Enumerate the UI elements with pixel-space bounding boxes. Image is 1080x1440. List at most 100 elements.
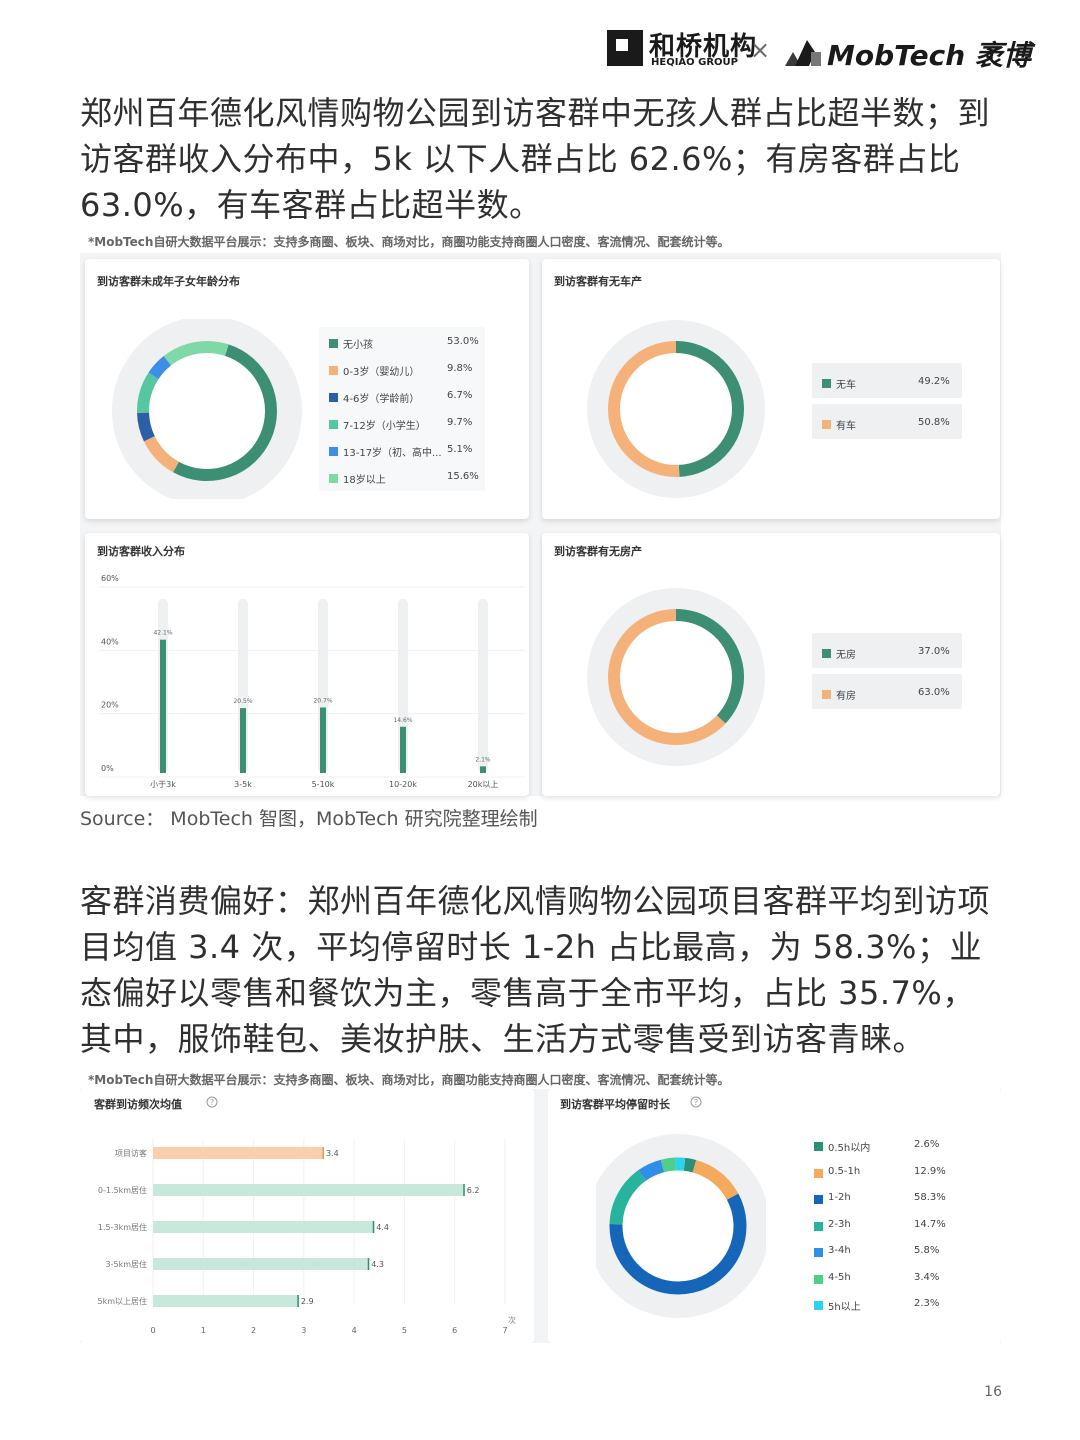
- donut-slice: [660, 1157, 676, 1173]
- legend-value: 50.8%: [918, 416, 950, 428]
- legend-value: 14.7%: [914, 1218, 946, 1230]
- card-children-age: 到访客群未成年子女年龄分布 无小孩 53.0% 0-3岁（婴幼儿） 9.8% 4-6岁（…: [85, 259, 529, 519]
- legend-value: 6.7%: [447, 390, 473, 401]
- legend-swatch: [329, 474, 338, 483]
- legend-swatch: [814, 1195, 823, 1204]
- x-tick-label: 小于3k: [150, 780, 176, 789]
- donut-slice: [143, 435, 180, 473]
- legend-item: 有房 63.0%: [822, 684, 952, 706]
- x-tick-label: 0: [150, 1326, 155, 1335]
- heqiao-logo: 和桥机构 HEQIAO GROUP: [607, 30, 756, 70]
- donut-chart-stay: [596, 1134, 766, 1318]
- x-tick-label: 7: [502, 1326, 507, 1335]
- help-icon[interactable]: ?: [690, 1096, 702, 1108]
- legend-item: 5h以上 2.3%: [808, 1293, 948, 1317]
- legend-swatch: [814, 1248, 823, 1257]
- legend-value: 2.3%: [914, 1298, 940, 1309]
- donut-slice: [173, 344, 277, 481]
- y-category-label: 3-5km居住: [106, 1259, 148, 1269]
- heqiao-logo-name: 和桥机构: [649, 32, 758, 62]
- legend-item: 有车 50.8%: [822, 414, 952, 436]
- bar-value-label: 20.7%: [313, 697, 332, 704]
- legend-item: 3-4h 5.8%: [808, 1240, 948, 1264]
- chart-title: 到访客群有无房产: [554, 545, 642, 558]
- donut-chart-house: [587, 588, 765, 766]
- y-category-label: 项目访客: [115, 1148, 147, 1158]
- legend-value: 58.3%: [914, 1192, 946, 1203]
- card-car: 到访客群有无车产 无车 49.2% 有车 50.8%: [542, 259, 1000, 519]
- legend-label: 7-12岁（小学生）: [343, 421, 426, 432]
- legend-swatch: [822, 378, 831, 388]
- legend-item-background: [812, 633, 962, 668]
- legend-swatch: [822, 648, 831, 658]
- help-icon[interactable]: ?: [206, 1096, 218, 1108]
- bar: [153, 1221, 375, 1233]
- legend-label: 4-5h: [828, 1271, 851, 1283]
- intro-paragraph-2: 客群消费偏好：郑州百年德化风情购物公园项目客群平均到访项目均值 3.4 次，平均…: [80, 882, 991, 1058]
- chart-title: 到访客群未成年子女年龄分布: [97, 275, 240, 288]
- legend-swatch: [814, 1274, 823, 1284]
- legend-car: 无车 49.2% 有车 50.8%: [812, 363, 964, 449]
- platform-note-1: *MobTech自研大数据平台展示：支持多商圈、板块、商场对比，商圈功能支持商圈…: [88, 235, 730, 249]
- donut-slice: [683, 1157, 697, 1173]
- legend-item: 1-2h 58.3%: [808, 1187, 948, 1211]
- x-axis-unit: 次: [508, 1315, 516, 1325]
- donut-slice: [692, 1159, 739, 1201]
- card-house: 到访客群有无房产 无房 37.0% 有房 63.0%: [542, 533, 1000, 796]
- legend-background: [319, 327, 485, 491]
- donut-background: [112, 319, 302, 499]
- legend-swatch: [814, 1142, 823, 1151]
- legend-label: 有车: [836, 420, 856, 432]
- legend-item: 4-5h 3.4%: [808, 1266, 948, 1291]
- legend-label: 2-3h: [828, 1218, 851, 1230]
- legend-label: 无房: [836, 649, 856, 661]
- legend-item: 4-6岁（学龄前） 6.7%: [329, 387, 475, 409]
- y-category-label: 5km以上居住: [97, 1296, 147, 1306]
- legend-swatch: [329, 420, 338, 429]
- legend-value: 63.0%: [918, 686, 950, 698]
- legend-label: 4-6岁（学龄前）: [343, 394, 420, 405]
- bar: [153, 1258, 370, 1270]
- svg-text:?: ?: [694, 1098, 698, 1107]
- donut-chart-car: [587, 320, 765, 498]
- mobtech-logo: MobTech 袤博: [785, 30, 1031, 72]
- x-tick-label: 6: [452, 1326, 457, 1335]
- bar-chart-income: 0% 20% 40% 60% 42.1% 小于3k 20.5% 3-5k 20.7% 5-10k 1…: [99, 574, 525, 789]
- bar-value-label: 42.1%: [153, 630, 172, 637]
- donut-slice: [137, 372, 159, 413]
- donut-slice: [675, 341, 744, 477]
- legend-label: 18岁以上: [343, 475, 386, 486]
- dashboard-panel-1: 到访客群未成年子女年龄分布 无小孩 53.0% 0-3岁（婴幼儿） 9.8% 4-6岁（…: [80, 253, 1001, 796]
- x-tick-label: 20k以上: [468, 780, 499, 789]
- legend-label: 0.5h以内: [828, 1143, 871, 1154]
- legend-item: 18岁以上 15.6%: [329, 468, 479, 490]
- legend-children: 无小孩 53.0% 0-3岁（婴幼儿） 9.8% 4-6岁（学龄前） 6.7% 7-12岁（…: [319, 327, 489, 497]
- chart-title: 客群到访频次均值: [94, 1098, 182, 1111]
- legend-value: 5.1%: [447, 444, 473, 455]
- legend-swatch: [814, 1168, 823, 1178]
- card-stay-duration: 到访客群平均停留时长 ? 0.5h以内 2.6% 0.5-1h 12.9% 1-2h 58…: [548, 1089, 1001, 1343]
- legend-value: 9.7%: [447, 417, 473, 428]
- y-tick-label: 0%: [101, 764, 114, 773]
- bar-end-marker: [322, 1147, 324, 1159]
- legend-swatch: [822, 419, 831, 429]
- donut-slice: [608, 609, 726, 745]
- x-tick-label: 5-10k: [312, 780, 335, 789]
- x-tick-label: 3-5k: [234, 780, 252, 789]
- donut-slice: [137, 412, 155, 442]
- y-tick-label: 20%: [101, 701, 119, 710]
- bar-end-marker: [463, 1184, 465, 1196]
- bar-value-label: 4.3: [371, 1260, 384, 1269]
- chart-title: 到访客群有无车产: [554, 275, 642, 288]
- y-category-label: 0-1.5km居住: [98, 1185, 147, 1195]
- bar-chart-visit-frequency: 0 1 2 3 4 5 6 7次 项目访客 3.4 0-1.5km居住 6.2 1.5-3km居住 4.4…: [97, 1139, 516, 1335]
- bar-value-label: 6.2: [467, 1186, 480, 1195]
- legend-label: 无小孩: [343, 340, 373, 351]
- legend-value: 15.6%: [447, 471, 479, 482]
- donut-chart-children: [112, 319, 302, 499]
- legend-swatch: [814, 1301, 823, 1310]
- legend-value: 5.8%: [914, 1245, 940, 1256]
- legend-label: 1-2h: [828, 1192, 851, 1203]
- donut-background: [596, 1134, 766, 1318]
- chart-title: 到访客群收入分布: [97, 545, 185, 558]
